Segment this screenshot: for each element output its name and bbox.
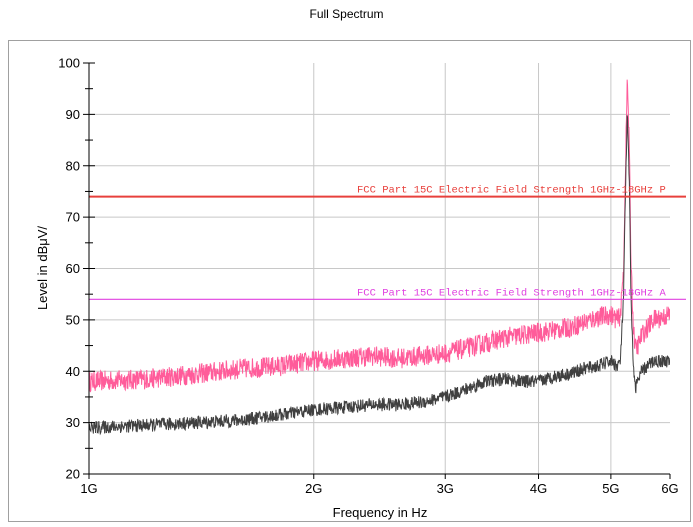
x-tick-label: 4G [530,481,547,496]
series-1-line [89,115,670,436]
limit-lines: FCC Part 15C Electric Field Strength 1GH… [89,185,686,300]
y-tick-label: 60 [66,261,80,276]
series-group [89,79,670,436]
series-0-line [89,79,670,393]
y-tick-label: 30 [66,415,80,430]
chart-frame [8,40,691,522]
x-axis-title: Frequency in Hz [333,505,428,520]
y-tick-label: 50 [66,312,80,327]
y-tick-label: 90 [66,107,80,122]
y-axis-title: Level in dBμV/ [35,226,50,310]
axes: 1G 2G 3G 4G 5G 6G 20 30 40 50 60 70 80 90 100 [58,56,678,497]
y-tick-label: 40 [66,364,80,379]
x-tick-label: 1G [80,481,97,496]
x-tick-label: 3G [437,481,454,496]
y-tick-label: 100 [58,56,80,71]
x-tick-label: 2G [305,481,322,496]
limit-label-1: FCC Part 15C Electric Field Strength 1GH… [357,287,666,299]
x-tick-label: 6G [661,481,678,496]
y-tick-label: 80 [66,158,80,173]
y-tick-label: 20 [66,467,80,482]
grid [89,63,670,474]
y-tick-label: 70 [66,210,80,225]
x-tick-label: 5G [602,481,619,496]
limit-label-0: FCC Part 15C Electric Field Strength 1GH… [357,185,666,197]
chart-title: Full Spectrum [309,7,384,21]
